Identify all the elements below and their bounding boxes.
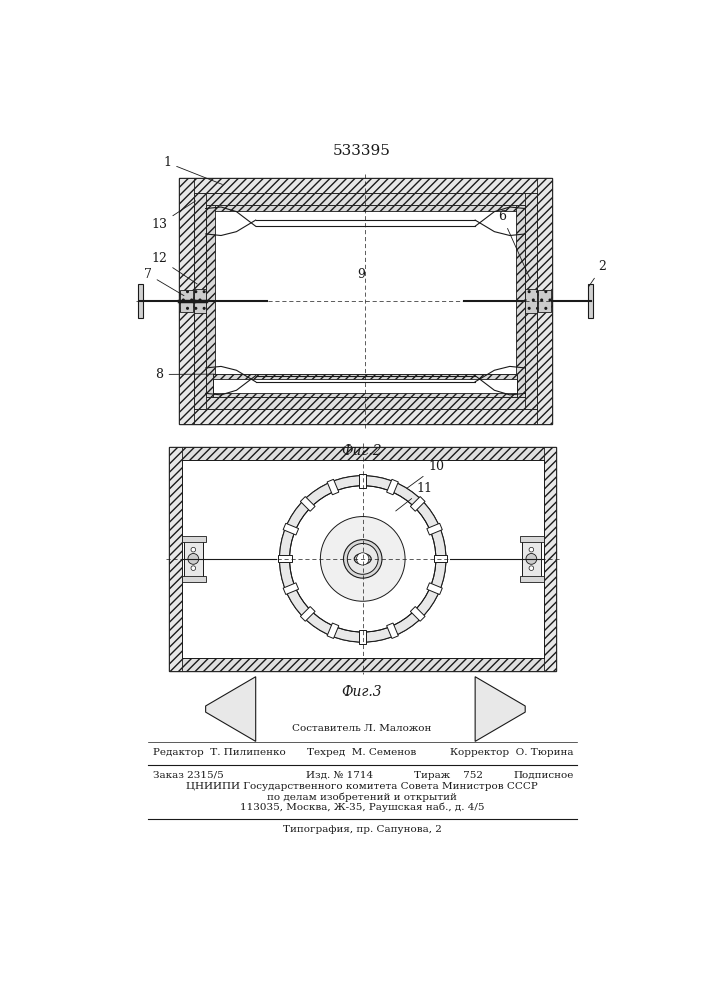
Bar	[179, 178, 194, 424]
Circle shape	[320, 517, 405, 601]
Bar	[525, 289, 537, 313]
Text: 11: 11	[396, 482, 433, 511]
Bar	[179, 178, 552, 193]
Polygon shape	[427, 523, 443, 535]
Circle shape	[188, 554, 199, 564]
Bar	[214, 374, 518, 397]
Polygon shape	[300, 607, 315, 621]
Polygon shape	[359, 630, 366, 644]
Bar	[538, 290, 551, 312]
Bar	[206, 205, 525, 211]
Text: ЦНИИПИ Государственного комитета Совета Министров СССР: ЦНИИПИ Государственного комитета Совета …	[186, 782, 538, 791]
Bar	[588, 284, 593, 318]
Circle shape	[347, 544, 378, 574]
Text: 12: 12	[152, 252, 197, 284]
Ellipse shape	[354, 554, 371, 564]
Polygon shape	[327, 479, 339, 495]
Bar	[170, 447, 182, 671]
Circle shape	[356, 553, 369, 565]
Bar	[170, 447, 556, 671]
Text: Корректор  О. Тюрина: Корректор О. Тюрина	[450, 748, 573, 757]
Polygon shape	[378, 563, 400, 579]
Text: по делам изобретений и открытий: по делам изобретений и открытий	[267, 792, 457, 802]
Text: 6: 6	[498, 210, 530, 279]
Bar	[522, 540, 542, 578]
Polygon shape	[387, 479, 398, 495]
Bar	[194, 289, 206, 313]
Bar	[180, 290, 192, 312]
Text: Заказ 2315/5: Заказ 2315/5	[153, 771, 224, 780]
Polygon shape	[475, 677, 525, 741]
Polygon shape	[410, 607, 425, 621]
Polygon shape	[327, 623, 339, 638]
Text: 7: 7	[144, 268, 184, 296]
Text: 8: 8	[156, 368, 214, 381]
Bar	[206, 205, 215, 397]
Text: Фиг.2: Фиг.2	[341, 444, 382, 458]
Text: 1: 1	[163, 156, 222, 184]
Bar	[537, 178, 552, 424]
Bar	[206, 391, 525, 397]
Polygon shape	[325, 563, 347, 579]
Polygon shape	[359, 474, 366, 488]
Polygon shape	[367, 521, 382, 544]
Polygon shape	[433, 555, 448, 562]
Circle shape	[344, 540, 382, 578]
Text: 9: 9	[357, 268, 366, 281]
Polygon shape	[325, 539, 347, 555]
Polygon shape	[387, 623, 398, 638]
Bar	[516, 205, 525, 397]
Bar	[214, 374, 518, 379]
Bar	[520, 576, 544, 582]
Polygon shape	[378, 539, 400, 555]
Text: Тираж    752: Тираж 752	[414, 771, 483, 780]
Bar	[194, 193, 206, 409]
Polygon shape	[343, 574, 358, 597]
Bar	[214, 393, 518, 397]
Text: Редактор  Т. Пилипенко: Редактор Т. Пилипенко	[153, 748, 286, 757]
Bar	[544, 447, 556, 671]
Polygon shape	[300, 497, 315, 511]
Polygon shape	[206, 677, 256, 741]
Bar	[138, 284, 143, 318]
Bar	[170, 447, 556, 460]
Text: 10: 10	[407, 460, 444, 488]
Bar	[179, 178, 552, 424]
Bar	[182, 576, 206, 582]
Polygon shape	[367, 574, 382, 597]
Polygon shape	[343, 521, 358, 544]
Bar	[170, 658, 556, 671]
Text: 533395: 533395	[333, 144, 391, 158]
Bar	[206, 205, 525, 397]
Bar	[194, 193, 537, 205]
Bar	[184, 540, 204, 578]
Circle shape	[529, 547, 534, 552]
Text: 2: 2	[588, 260, 606, 287]
Text: Типография, пр. Сапунова, 2: Типография, пр. Сапунова, 2	[283, 825, 441, 834]
Circle shape	[191, 547, 196, 552]
Text: 113035, Москва, Ж-35, Раушская наб., д. 4/5: 113035, Москва, Ж-35, Раушская наб., д. …	[240, 802, 484, 812]
Polygon shape	[427, 583, 443, 595]
Bar	[525, 193, 537, 409]
Text: 13: 13	[152, 201, 196, 231]
Bar	[520, 536, 544, 542]
Bar	[182, 460, 544, 658]
Polygon shape	[283, 583, 298, 595]
Polygon shape	[410, 497, 425, 511]
Circle shape	[526, 554, 537, 564]
Bar	[182, 536, 206, 542]
Circle shape	[529, 566, 534, 570]
Text: Подписное: Подписное	[513, 771, 573, 780]
Bar	[194, 397, 537, 409]
Polygon shape	[283, 523, 298, 535]
Text: Составитель Л. Маложон: Составитель Л. Маложон	[292, 724, 432, 733]
Text: Техред  М. Семенов: Техред М. Семенов	[308, 748, 416, 757]
Text: Изд. № 1714: Изд. № 1714	[305, 771, 373, 780]
Bar	[194, 193, 537, 409]
Circle shape	[191, 566, 196, 570]
Text: Фиг.3: Фиг.3	[341, 685, 382, 699]
Bar	[179, 409, 552, 424]
Polygon shape	[278, 555, 292, 562]
